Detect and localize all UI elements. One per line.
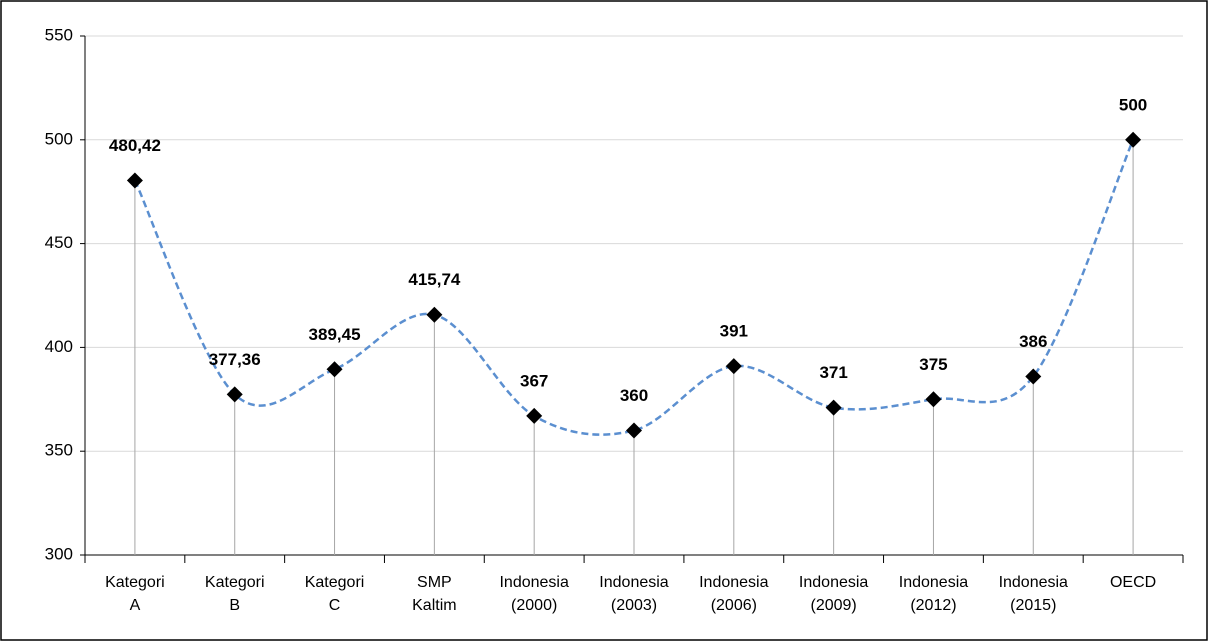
x-tick-label: Indonesia (2009): [798, 574, 869, 614]
x-tick-label: SMP Kaltim: [412, 574, 457, 614]
x-tick-label: Indonesia (2006): [699, 574, 769, 614]
x-tick-label: Indonesia (2000): [499, 574, 569, 614]
marker: [426, 306, 443, 323]
marker: [626, 422, 642, 439]
data-label: 386: [1019, 332, 1047, 351]
marker: [925, 391, 942, 408]
data-label: 480,42: [109, 136, 161, 155]
marker: [526, 407, 543, 424]
y-tick-label: 400: [45, 337, 73, 356]
data-label: 415,74: [408, 270, 461, 289]
marker: [725, 358, 742, 375]
x-tick-label: Kategori B: [204, 574, 265, 614]
marker: [1025, 368, 1042, 385]
data-line: [133, 139, 1135, 436]
x-tick-label: Kategori C: [304, 574, 365, 614]
data-label: 377,36: [209, 350, 261, 369]
y-tick-label: 450: [45, 233, 73, 252]
data-label: 367: [520, 371, 548, 390]
y-tick-label: 550: [45, 25, 73, 44]
data-label: 360: [620, 386, 648, 405]
marker: [226, 386, 243, 403]
data-label: 389,45: [309, 325, 361, 344]
marker: [1125, 131, 1142, 148]
x-tick-label: Indonesia (2015): [998, 574, 1068, 614]
x-tick-label: OECD: [1109, 574, 1157, 591]
data-label: 371: [819, 363, 847, 382]
x-tick-label: Indonesia (2012): [898, 574, 969, 614]
y-tick-label: 300: [45, 544, 73, 563]
data-label: 375: [919, 355, 947, 374]
data-label: 391: [720, 322, 748, 341]
x-tick-label: Indonesia (2003): [599, 574, 669, 614]
data-label: 500: [1119, 95, 1147, 114]
y-tick-label: 500: [45, 129, 73, 148]
y-tick-label: 350: [45, 441, 73, 460]
marker: [126, 172, 143, 189]
x-tick-label: Kategori A: [105, 574, 165, 614]
marker: [825, 399, 842, 416]
marker: [326, 361, 343, 378]
